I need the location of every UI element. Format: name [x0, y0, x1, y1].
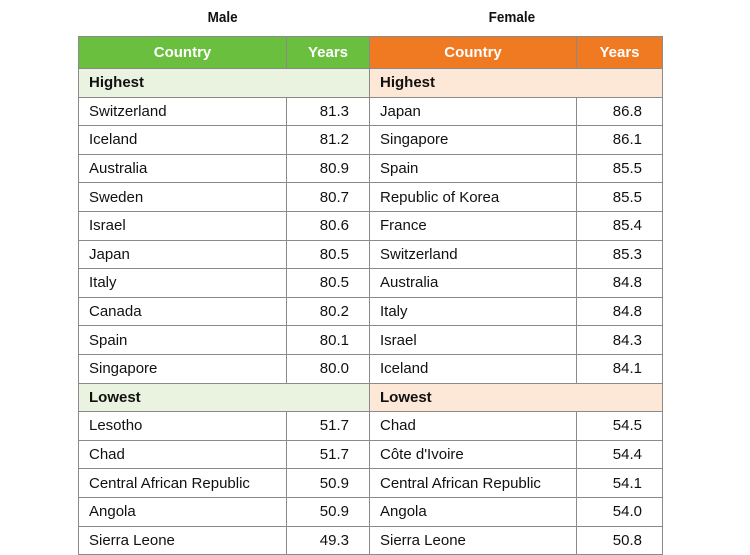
male-country-cell: Sweden	[78, 182, 287, 212]
female-country-cell: Republic of Korea	[369, 182, 577, 212]
section-row-highest: Highest Highest	[78, 68, 663, 98]
female-years-cell: 50.8	[576, 525, 663, 555]
female-country-cell: Singapore	[369, 125, 577, 155]
male-section-label: Lowest	[78, 382, 370, 413]
male-years-cell: 50.9	[286, 496, 370, 527]
male-country-cell: Japan	[78, 239, 287, 270]
male-country-cell: Canada	[78, 296, 287, 327]
female-years-cell: 54.0	[576, 496, 663, 527]
male-years-cell: 51.7	[286, 439, 370, 470]
male-years-cell: 50.9	[286, 468, 370, 498]
female-country-cell: Switzerland	[369, 239, 577, 270]
header-row: Country Years Country Years	[78, 36, 663, 69]
female-title: Female	[488, 9, 536, 26]
male-years-cell: 80.5	[286, 239, 370, 270]
female-years-cell: 84.8	[576, 268, 663, 298]
female-country-cell: Spain	[369, 153, 577, 184]
male-country-cell: Singapore	[78, 353, 287, 384]
table-row: Australia 80.9 Spain 85.5	[78, 153, 663, 184]
female-years-cell: 85.3	[576, 239, 663, 270]
table-row: Chad 51.7 Côte d'Ivoire 54.4	[78, 439, 663, 470]
female-years-cell: 84.8	[576, 296, 663, 327]
female-country-cell: Israel	[369, 325, 577, 355]
male-country-header: Country	[78, 36, 287, 69]
male-years-cell: 80.2	[286, 296, 370, 327]
female-years-cell: 84.1	[576, 353, 663, 384]
male-years-cell: 49.3	[286, 525, 370, 555]
table-row: Switzerland 81.3 Japan 86.8	[78, 96, 663, 127]
male-country-cell: Italy	[78, 268, 287, 298]
female-country-cell: Côte d'Ivoire	[369, 439, 577, 470]
table-titles: Male Female	[78, 9, 662, 31]
table-row: Central African Republic 50.9 Central Afri…	[78, 468, 663, 498]
female-years-cell: 54.5	[576, 411, 663, 441]
female-country-cell: Italy	[369, 296, 577, 327]
table-row: Singapore 80.0 Iceland 84.1	[78, 353, 663, 384]
female-years-cell: 85.5	[576, 153, 663, 184]
female-country-cell: Australia	[369, 268, 577, 298]
male-country-cell: Australia	[78, 153, 287, 184]
male-years-cell: 81.3	[286, 96, 370, 127]
male-years-cell: 51.7	[286, 411, 370, 441]
table-row: Japan 80.5 Switzerland 85.3	[78, 239, 663, 270]
female-years-cell: 54.1	[576, 468, 663, 498]
female-years-cell: 85.5	[576, 182, 663, 212]
male-country-cell: Spain	[78, 325, 287, 355]
male-country-cell: Chad	[78, 439, 287, 470]
table-row: Canada 80.2 Italy 84.8	[78, 296, 663, 327]
male-section-label: Highest	[78, 68, 370, 98]
male-title: Male	[207, 9, 238, 26]
female-country-cell: Iceland	[369, 353, 577, 384]
table-row: Israel 80.6 France 85.4	[78, 210, 663, 241]
female-years-cell: 54.4	[576, 439, 663, 470]
male-years-cell: 80.5	[286, 268, 370, 298]
female-country-header: Country	[369, 36, 577, 69]
male-country-cell: Sierra Leone	[78, 525, 287, 555]
male-country-cell: Central African Republic	[78, 468, 287, 498]
male-country-cell: Switzerland	[78, 96, 287, 127]
female-section-label: Lowest	[369, 382, 663, 413]
table-row: Sweden 80.7 Republic of Korea 85.5	[78, 182, 663, 212]
life-expectancy-table: Country Years Country Years Highest High…	[78, 36, 663, 555]
female-years-cell: 86.8	[576, 96, 663, 127]
table-row: Angola 50.9 Angola 54.0	[78, 496, 663, 527]
female-years-cell: 85.4	[576, 210, 663, 241]
table-row: Sierra Leone 49.3 Sierra Leone 50.8	[78, 525, 663, 555]
female-years-cell: 86.1	[576, 125, 663, 155]
female-country-cell: Central African Republic	[369, 468, 577, 498]
female-country-cell: Chad	[369, 411, 577, 441]
female-section-label: Highest	[369, 68, 663, 98]
male-years-cell: 81.2	[286, 125, 370, 155]
female-country-cell: Sierra Leone	[369, 525, 577, 555]
male-years-cell: 80.6	[286, 210, 370, 241]
male-years-cell: 80.7	[286, 182, 370, 212]
male-years-header: Years	[286, 36, 370, 69]
female-country-cell: Angola	[369, 496, 577, 527]
female-country-cell: Japan	[369, 96, 577, 127]
male-years-cell: 80.9	[286, 153, 370, 184]
male-country-cell: Lesotho	[78, 411, 287, 441]
table-row: Spain 80.1 Israel 84.3	[78, 325, 663, 355]
table-row: Italy 80.5 Australia 84.8	[78, 268, 663, 298]
male-country-cell: Iceland	[78, 125, 287, 155]
section-row-lowest: Lowest Lowest	[78, 382, 663, 413]
female-years-header: Years	[576, 36, 663, 69]
table-row: Iceland 81.2 Singapore 86.1	[78, 125, 663, 155]
male-country-cell: Israel	[78, 210, 287, 241]
female-country-cell: France	[369, 210, 577, 241]
table-row: Lesotho 51.7 Chad 54.5	[78, 411, 663, 441]
male-years-cell: 80.1	[286, 325, 370, 355]
male-years-cell: 80.0	[286, 353, 370, 384]
female-years-cell: 84.3	[576, 325, 663, 355]
male-country-cell: Angola	[78, 496, 287, 527]
